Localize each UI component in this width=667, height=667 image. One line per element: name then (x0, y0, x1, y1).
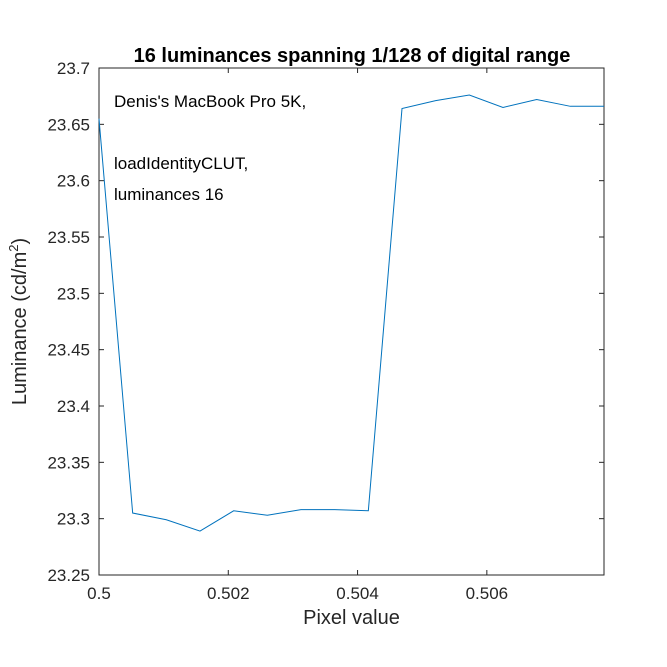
annotation-text: Denis's MacBook Pro 5K, loadIdentityCLUT,… (114, 92, 306, 204)
y-axis-label-sup: 2 (6, 245, 21, 252)
x-axis-label: Pixel value (303, 607, 400, 629)
y-tick-label: 23.55 (47, 228, 90, 247)
y-tick-label: 23.25 (47, 566, 90, 585)
y-tick-label: 23.45 (47, 341, 90, 360)
plot-area: 0.5 0.502 0.504 0.506 23.2523.323.3523.423.… (47, 59, 605, 603)
axes-box (98, 67, 605, 576)
y-axis-ticks: 23.25 23.3 23.35 23.4 23.45 23.5 23.55 23.6 23.6… (47, 59, 604, 585)
y-axis-label-main: Luminance (cd/m (9, 252, 31, 405)
x-tick-label: 0.502 (207, 584, 250, 603)
y-axis-label: Luminance (cd/m2) (6, 238, 31, 405)
y-tick-label: 23.4 (57, 397, 90, 416)
x-tick-label: 0.5 (87, 584, 111, 603)
chart-title: 16 luminances spanning 1/128 of digital … (134, 45, 571, 67)
luminance-series-line (98, 94, 604, 532)
y-tick-label: 23.7 (57, 59, 90, 78)
annotation-line: luminances 16 (114, 185, 224, 204)
y-tick-label: 23.3 (57, 510, 90, 529)
y-tick-label: 23.6 (57, 172, 90, 191)
x-axis-ticks: 0.5 0.502 0.504 0.506 (87, 68, 508, 603)
y-tick-label: 23.65 (47, 115, 90, 134)
y-tick-label: 23.5 (57, 284, 90, 303)
y-tick-label: 23.35 (47, 453, 90, 472)
annotation-line: loadIdentityCLUT, (114, 154, 248, 173)
y-axis-label-close: ) (9, 238, 31, 245)
annotation-line: Denis's MacBook Pro 5K, (114, 92, 306, 111)
x-tick-label: 0.504 (336, 584, 379, 603)
x-tick-label: 0.506 (466, 584, 509, 603)
